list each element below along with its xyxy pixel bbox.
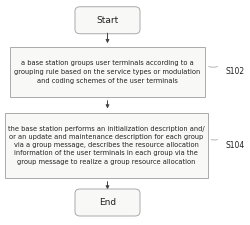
Text: the base station performs an initialization description and/
or an update and ma: the base station performs an initializat…	[8, 126, 204, 165]
FancyBboxPatch shape	[75, 7, 140, 34]
Text: Start: Start	[96, 16, 119, 25]
Text: End: End	[99, 198, 116, 207]
Text: a base station groups user terminals according to a
grouping rule based on the s: a base station groups user terminals acc…	[14, 61, 200, 83]
Text: S104: S104	[225, 141, 244, 150]
Text: S102: S102	[225, 68, 244, 76]
FancyBboxPatch shape	[75, 189, 140, 216]
FancyBboxPatch shape	[5, 112, 207, 178]
FancyBboxPatch shape	[10, 47, 205, 97]
